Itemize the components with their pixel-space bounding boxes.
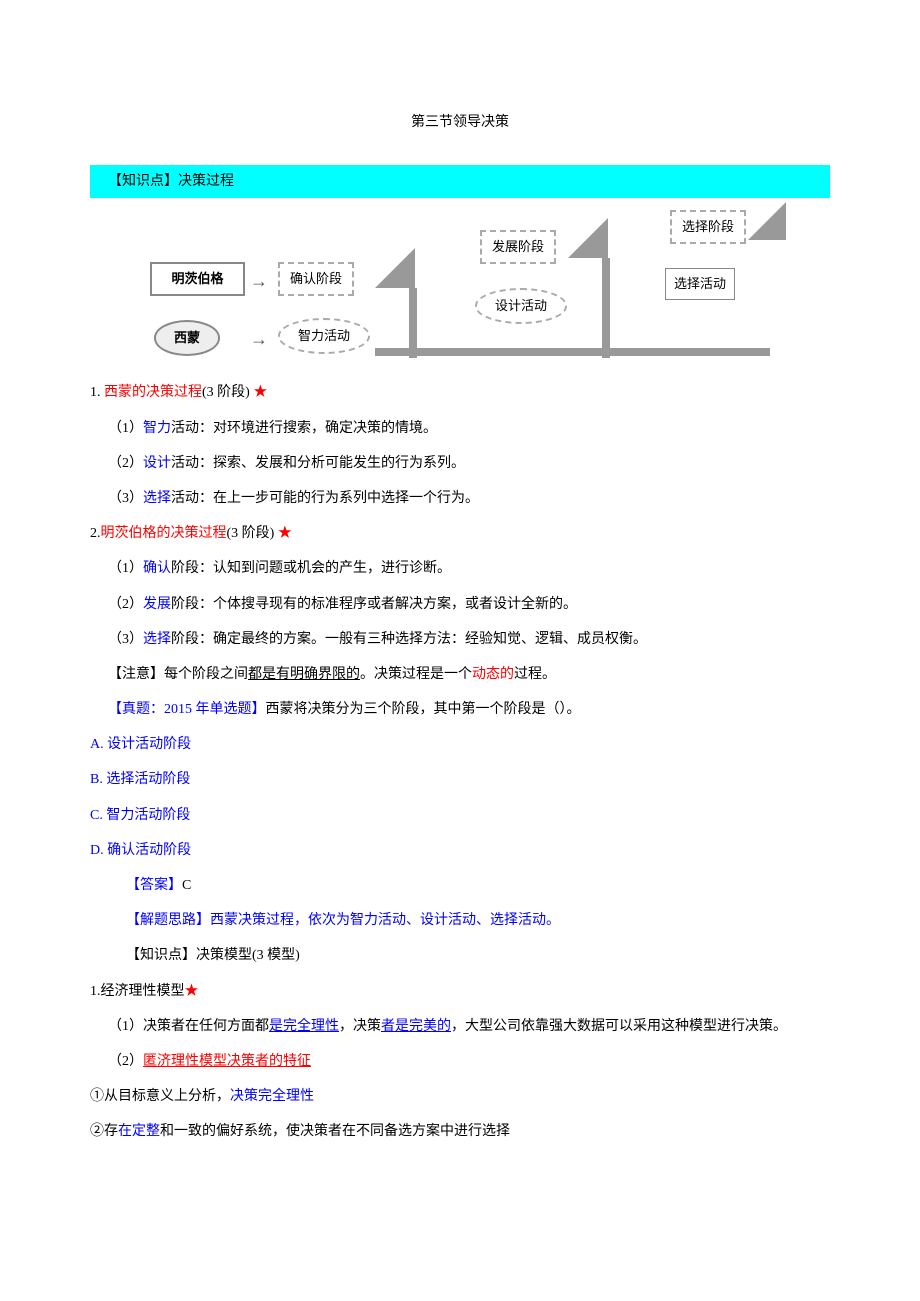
point-num: 1.: [90, 385, 101, 400]
p2-item-1: （1）确认阶段：认知到问题或机会的产生，进行诊断。: [90, 556, 830, 581]
explain-text: 西蒙决策过程，依次为智力活动、设计活动、选择活动。: [210, 913, 560, 928]
diagram-node-intelligence: 智力活动: [278, 318, 370, 353]
item-num: （3）: [108, 491, 143, 506]
s2-p1a: （1）决策者在任何方面都是完全理性，决策者是完美的，大型公司依靠强大数据可以采用…: [90, 1014, 830, 1039]
item-blue: 选择: [143, 491, 171, 506]
note-line: 【注意】每个阶段之间都是有明确界限的。决策过程是一个动态的过程。: [90, 662, 830, 687]
answer-value: C: [182, 878, 191, 893]
page-container: 第三节领导决策 【知识点】决策过程 明茨伯格 → 确认阶段 发展阶段 选择阶段 …: [0, 0, 920, 1195]
diagram-node-confirm: 确认阶段: [278, 262, 354, 295]
item-blue: 发展: [143, 597, 171, 612]
arrow-icon: →: [250, 323, 268, 355]
item-u2: 者是完美的: [381, 1019, 451, 1034]
diagram-separator-1: [375, 248, 435, 358]
star-icon: ★: [278, 526, 292, 541]
sub-mid: 和一致的偏好系统，使决策者在不同备选方案中进行选择: [160, 1124, 510, 1139]
decision-diagram: 明茨伯格 → 确认阶段 发展阶段 选择阶段 西蒙 → 智力活动 设计活动 选择活…: [150, 210, 770, 360]
diagram-separator-3: [748, 202, 788, 242]
p1-item-2: （2）设计活动：探索、发展和分析可能发生的行为系列。: [90, 451, 830, 476]
s2-p1b: （2）匿济理性模型决策者的特征: [90, 1049, 830, 1074]
note-pre: 【注意】每个阶段之间: [108, 667, 248, 682]
explain-line: 【解题思路】西蒙决策过程，依次为智力活动、设计活动、选择活动。: [90, 908, 830, 933]
diagram-node-mintzberg: 明茨伯格: [150, 262, 245, 295]
point-num: 2.: [90, 526, 101, 541]
item-blue: 确认: [143, 561, 171, 576]
sub-blue: 决策完全理性: [230, 1089, 314, 1104]
section2-header: 【知识点】决策模型(3 模型): [90, 943, 830, 968]
sub-blue: 在定整: [118, 1124, 160, 1139]
option-d: D. 确认活动阶段: [90, 838, 830, 863]
answer-line: 【答案】C: [90, 873, 830, 898]
item-num: （1）: [108, 421, 143, 436]
item-rest: 活动：探索、发展和分析可能发生的行为系列。: [171, 456, 465, 471]
star-icon: ★: [253, 385, 267, 400]
item-num: （3）: [108, 632, 143, 647]
diagram-node-select-activity: 选择活动: [665, 268, 735, 299]
item-num: （2）: [108, 456, 143, 471]
option-c: C. 智力活动阶段: [90, 803, 830, 828]
item-post: ，大型公司依靠强大数据可以采用这种模型进行决策。: [451, 1019, 787, 1034]
item-num: （1）决策者在任何方面都: [108, 1019, 269, 1034]
item-blue: 智力: [143, 421, 171, 436]
page-title: 第三节领导决策: [90, 110, 830, 135]
point-rest: (3 阶段): [227, 526, 275, 541]
point-1-heading: 1. 西蒙的决策过程(3 阶段) ★: [90, 380, 830, 405]
p2-item-3: （3）选择阶段：确定最终的方案。一般有三种选择方法：经验知觉、逻辑、成员权衡。: [90, 627, 830, 652]
star-icon: ★: [185, 984, 199, 999]
option-a: A. 设计活动阶段: [90, 732, 830, 757]
diagram-baseline: [410, 348, 770, 358]
note-underline: 都是有明确界限的: [248, 667, 360, 682]
item-num: （2）: [108, 597, 143, 612]
note-post: 过程。: [514, 667, 556, 682]
item-rest: 阶段：确定最终的方案。一般有三种选择方法：经验知觉、逻辑、成员权衡。: [171, 632, 647, 647]
explain-label: 【解题思路】: [126, 913, 210, 928]
s2-sub1: ①从目标意义上分析，决策完全理性: [90, 1084, 830, 1109]
diagram-node-simon: 西蒙: [154, 320, 220, 355]
diagram-node-develop: 发展阶段: [480, 230, 556, 263]
p2-item-2: （2）发展阶段：个体搜寻现有的标准程序或者解决方案，或者设计全新的。: [90, 592, 830, 617]
point-rest: (3 阶段): [202, 385, 250, 400]
item-blue: 设计: [143, 456, 171, 471]
section-header-text: 【知识点】决策过程: [90, 174, 234, 189]
question-text: 西蒙将决策分为三个阶段，其中第一个阶段是（）。: [266, 702, 581, 717]
item-rest: 阶段：认知到问题或机会的产生，进行诊断。: [171, 561, 451, 576]
s2-point1-heading: 1.经济理性模型★: [90, 979, 830, 1004]
item-rest: 活动：对环境进行搜索，确定决策的情境。: [171, 421, 437, 436]
item-rest: 阶段：个体搜寻现有的标准程序或者解决方案，或者设计全新的。: [171, 597, 577, 612]
item-u1: 是完全理性: [269, 1019, 339, 1034]
question-line: 【真题：2015 年单选题】西蒙将决策分为三个阶段，其中第一个阶段是（）。: [90, 697, 830, 722]
answer-label: 【答案】: [126, 878, 182, 893]
question-label: 【真题：2015 年单选题】: [108, 702, 266, 717]
diagram-wrap: 明茨伯格 → 确认阶段 发展阶段 选择阶段 西蒙 → 智力活动 设计活动 选择活…: [90, 210, 830, 360]
p1-item-3: （3）选择活动：在上一步可能的行为系列中选择一个行为。: [90, 486, 830, 511]
item-rest: 活动：在上一步可能的行为系列中选择一个行为。: [171, 491, 479, 506]
option-b: B. 选择活动阶段: [90, 767, 830, 792]
item-blue: 选择: [143, 632, 171, 647]
p1-item-1: （1）智力活动：对环境进行搜索，确定决策的情境。: [90, 416, 830, 441]
arrow-icon: →: [250, 265, 268, 297]
note-mid: 。决策过程是一个: [360, 667, 472, 682]
point-num: 1.: [90, 984, 101, 999]
diagram-node-select-stage: 选择阶段: [670, 210, 746, 243]
item-num: （2）: [108, 1054, 143, 1069]
sub-pre: ①从目标意义上分析，: [90, 1089, 230, 1104]
s2-sub2: ②存在定整和一致的偏好系统，使决策者在不同备选方案中进行选择: [90, 1119, 830, 1144]
point-red-text: 明茨伯格的决策过程: [101, 526, 227, 541]
sub-pre: ②存: [90, 1124, 118, 1139]
item-red-u: 匿济理性模型决策者的特征: [143, 1054, 311, 1069]
item-mid: ，决策: [339, 1019, 381, 1034]
point-2-heading: 2.明茨伯格的决策过程(3 阶段) ★: [90, 521, 830, 546]
point-red-text: 西蒙的决策过程: [104, 385, 202, 400]
section-header-cyan: 【知识点】决策过程: [90, 165, 830, 198]
diagram-node-design: 设计活动: [475, 288, 567, 323]
item-num: （1）: [108, 561, 143, 576]
diagram-separator-2: [568, 218, 628, 358]
point-text: 经济理性模型: [101, 984, 185, 999]
note-red: 动态的: [472, 667, 514, 682]
